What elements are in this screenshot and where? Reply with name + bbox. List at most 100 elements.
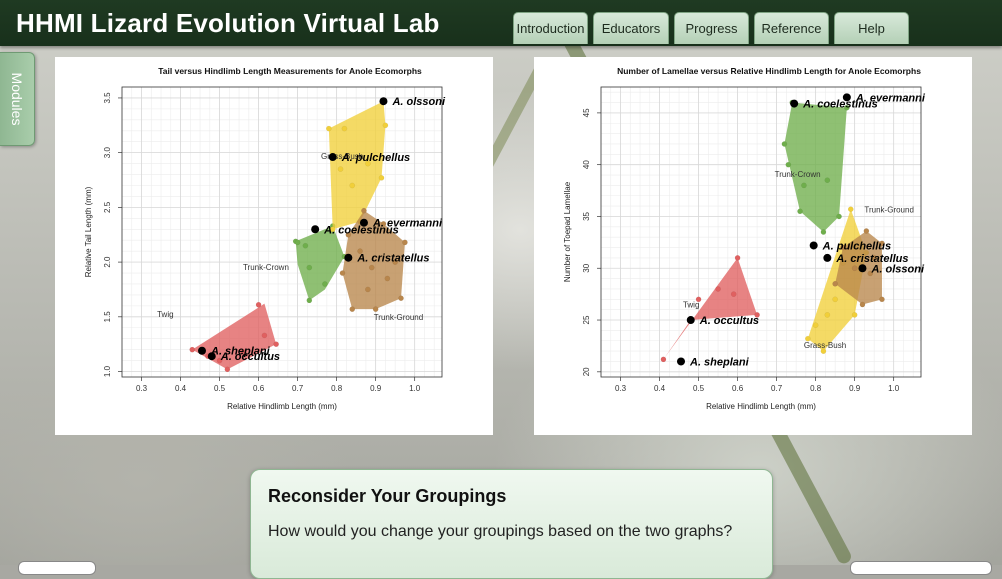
y-tick-label: 3.5	[103, 92, 112, 104]
point-trunk-ground	[345, 231, 352, 238]
species-point-a-evermanni	[842, 93, 851, 102]
group-label-grass-bush: Grass-Bush	[804, 341, 846, 350]
point-grass-bush	[326, 125, 332, 132]
tab-educators[interactable]: Educators	[593, 12, 669, 44]
point-twig	[273, 341, 279, 347]
y-tick-label: 1.0	[103, 365, 112, 377]
chart-title: Tail versus Hindlimb Length Measurements…	[158, 66, 422, 76]
nav-button-back[interactable]	[18, 561, 96, 575]
modules-label: Modules	[9, 72, 25, 126]
point-trunk-ground	[863, 228, 870, 234]
species-label-a-pulchellus: A. pulchellus	[341, 152, 410, 164]
point-twig	[695, 296, 702, 303]
y-tick-label: 40	[582, 160, 591, 169]
hull-trunk-ground	[342, 210, 405, 310]
y-tick-label: 3.0	[103, 147, 112, 159]
x-tick-label: 0.6	[253, 384, 265, 393]
y-tick-label: 25	[582, 315, 591, 324]
species-point-a-olssoni	[858, 264, 867, 273]
point-grass-bush	[337, 166, 344, 172]
point-grass-bush	[832, 296, 838, 303]
x-tick-label: 0.6	[732, 384, 744, 393]
point-trunk-ground	[361, 207, 367, 214]
point-twig	[734, 255, 741, 261]
point-grass-bush	[805, 335, 811, 342]
group-label-twig: Twig	[683, 301, 699, 310]
species-label-a-sheplani: A. sheplani	[210, 346, 271, 358]
species-point-a-pulchellus	[809, 241, 818, 250]
x-tick-label: 0.9	[849, 384, 861, 393]
point-grass-bush	[378, 175, 385, 181]
point-trunk-ground	[339, 270, 346, 276]
point-trunk-ground	[840, 244, 846, 251]
group-label-grass-bush: Grass-Bush	[321, 152, 363, 161]
y-tick-label: 1.5	[103, 311, 112, 323]
reconsider-groupings-dialog: Reconsider Your Groupings How would you …	[250, 469, 773, 579]
x-tick-label: 0.3	[136, 384, 148, 393]
tab-help[interactable]: Help	[834, 12, 909, 44]
species-label-a-occultus: A. occultus	[699, 315, 759, 327]
point-trunk-ground	[398, 295, 404, 302]
tab-reference[interactable]: Reference	[754, 12, 829, 44]
x-axis-label: Relative Hindlimb Length (mm)	[227, 402, 337, 411]
point-grass-bush	[329, 226, 336, 233]
point-grass-bush	[820, 348, 827, 354]
point-twig	[754, 312, 760, 318]
x-tick-label: 0.4	[175, 384, 187, 393]
species-point-a-olssoni	[379, 97, 388, 106]
point-trunk-ground	[368, 264, 375, 271]
y-tick-label: 20	[582, 367, 591, 376]
hull-grass-bush	[328, 101, 386, 230]
x-tick-label: 0.3	[615, 384, 627, 393]
point-trunk-ground	[365, 286, 371, 293]
point-trunk-ground	[851, 265, 858, 272]
point-grass-bush	[341, 125, 348, 132]
species-point-a-cristatellus	[344, 253, 353, 262]
point-trunk-crown	[824, 177, 831, 184]
point-twig	[255, 301, 262, 308]
point-twig	[240, 349, 246, 355]
modules-drawer-tab[interactable]: Modules	[0, 52, 35, 146]
x-tick-label: 0.7	[292, 384, 304, 393]
point-grass-bush	[365, 160, 371, 167]
group-label-trunk-crown: Trunk-Crown	[775, 170, 821, 179]
plot-frame	[600, 86, 922, 378]
point-trunk-crown	[820, 229, 827, 235]
y-axis-label: Number of Toepad Lamellae	[563, 181, 572, 282]
y-axis-label: Relative Tail Length (mm)	[84, 186, 93, 277]
point-trunk-crown	[781, 141, 788, 147]
tab-introduction[interactable]: Introduction	[513, 12, 588, 44]
hull-trunk-crown	[784, 102, 847, 233]
species-label-a-cristatellus: A. cristatellus	[356, 253, 429, 265]
point-trunk-crown	[306, 297, 313, 304]
point-grass-bush	[847, 206, 854, 213]
tab-progress[interactable]: Progress	[674, 12, 749, 44]
point-trunk-ground	[859, 301, 866, 308]
hull-twig	[663, 257, 758, 360]
point-trunk-crown	[844, 104, 850, 111]
point-twig	[715, 286, 721, 292]
point-trunk-ground	[372, 306, 379, 312]
point-twig	[216, 357, 223, 364]
nav-button-next[interactable]	[850, 561, 992, 575]
point-twig	[730, 291, 737, 297]
species-point-a-sheplani	[677, 357, 685, 366]
y-tick-label: 30	[582, 263, 591, 272]
species-point-a-coelestinus	[311, 225, 320, 234]
point-trunk-crown	[302, 242, 309, 249]
chart-panel-lamellae-hindlimb: Number of Lamellae versus Relative Hindl…	[534, 57, 972, 435]
species-point-a-sheplani	[198, 346, 206, 355]
species-point-a-cristatellus	[823, 253, 832, 262]
point-trunk-crown	[785, 161, 792, 168]
y-tick-label: 2.0	[103, 256, 112, 268]
x-tick-label: 0.7	[771, 384, 783, 393]
point-trunk-ground	[392, 259, 398, 265]
hull-trunk-crown	[295, 225, 345, 301]
x-tick-label: 0.8	[810, 384, 822, 393]
point-grass-bush	[349, 182, 356, 189]
species-point-a-occultus	[207, 352, 216, 361]
y-tick-label: 2.5	[103, 201, 112, 213]
species-label-a-olssoni: A. olssoni	[870, 263, 925, 275]
x-axis-label: Relative Hindlimb Length (mm)	[706, 402, 816, 411]
point-trunk-crown	[322, 281, 328, 287]
